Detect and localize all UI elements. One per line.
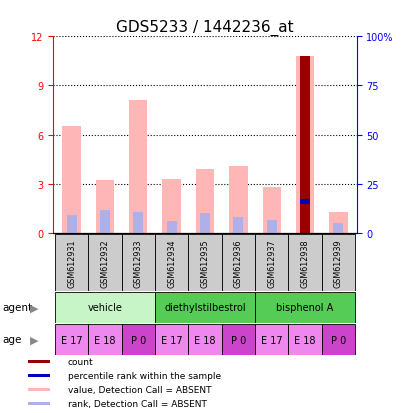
Bar — [295, 57, 313, 233]
Bar — [188, 324, 221, 355]
Bar — [88, 324, 121, 355]
Bar — [254, 292, 354, 323]
Bar — [121, 234, 155, 291]
Text: P 0: P 0 — [130, 335, 146, 345]
Text: value, Detection Call = ABSENT: value, Detection Call = ABSENT — [67, 385, 211, 394]
Bar — [129, 101, 147, 233]
Bar — [288, 324, 321, 355]
Bar — [133, 212, 143, 233]
Bar — [55, 292, 155, 323]
Bar — [196, 170, 213, 233]
Bar — [266, 220, 276, 233]
Bar — [254, 324, 288, 355]
Bar — [121, 324, 155, 355]
Text: E 18: E 18 — [94, 335, 115, 345]
Bar — [155, 292, 254, 323]
Bar — [333, 223, 342, 233]
Bar — [254, 234, 288, 291]
Text: E 17: E 17 — [61, 335, 82, 345]
Bar — [55, 324, 88, 355]
Bar — [166, 222, 176, 233]
Text: P 0: P 0 — [330, 335, 345, 345]
Text: ▶: ▶ — [29, 335, 38, 344]
Text: percentile rank within the sample: percentile rank within the sample — [67, 371, 220, 380]
Text: GSM612938: GSM612938 — [300, 238, 309, 287]
Text: age: age — [2, 335, 21, 344]
Bar — [67, 215, 76, 233]
Title: GDS5233 / 1442236_at: GDS5233 / 1442236_at — [116, 20, 293, 36]
Bar — [55, 234, 88, 291]
Bar — [321, 234, 354, 291]
Text: GSM612935: GSM612935 — [200, 238, 209, 287]
Text: bisphenol A: bisphenol A — [276, 302, 333, 313]
Bar — [221, 324, 254, 355]
Bar — [162, 179, 180, 233]
Bar — [155, 234, 188, 291]
Bar — [96, 181, 114, 233]
Text: GSM612932: GSM612932 — [100, 238, 109, 287]
Bar — [28, 388, 50, 391]
Bar — [62, 127, 81, 233]
Bar — [155, 324, 188, 355]
Bar — [188, 234, 221, 291]
Text: diethylstilbestrol: diethylstilbestrol — [164, 302, 245, 313]
Text: GSM612931: GSM612931 — [67, 238, 76, 287]
Bar — [299, 57, 309, 233]
Text: count: count — [67, 357, 93, 366]
Text: rank, Detection Call = ABSENT: rank, Detection Call = ABSENT — [67, 399, 206, 408]
Text: GSM612933: GSM612933 — [133, 238, 142, 287]
Bar — [299, 200, 309, 205]
Bar — [229, 166, 247, 233]
Bar — [262, 188, 280, 233]
Bar — [88, 234, 121, 291]
Text: E 18: E 18 — [194, 335, 215, 345]
Bar — [328, 212, 347, 233]
Text: E 18: E 18 — [294, 335, 315, 345]
Bar — [200, 214, 209, 233]
Text: GSM612934: GSM612934 — [167, 238, 176, 287]
Text: GSM612939: GSM612939 — [333, 238, 342, 287]
Text: GSM612937: GSM612937 — [267, 238, 276, 287]
Text: ▶: ▶ — [29, 303, 38, 313]
Bar — [100, 211, 110, 233]
Text: agent: agent — [2, 303, 32, 313]
Bar — [321, 324, 354, 355]
Text: GSM612936: GSM612936 — [233, 238, 242, 287]
Text: E 17: E 17 — [160, 335, 182, 345]
Bar — [28, 402, 50, 405]
Bar — [221, 234, 254, 291]
Bar — [28, 374, 50, 377]
Bar — [233, 217, 243, 233]
Bar — [288, 234, 321, 291]
Text: vehicle: vehicle — [88, 302, 122, 313]
Text: E 17: E 17 — [260, 335, 282, 345]
Text: P 0: P 0 — [230, 335, 245, 345]
Bar — [28, 360, 50, 363]
